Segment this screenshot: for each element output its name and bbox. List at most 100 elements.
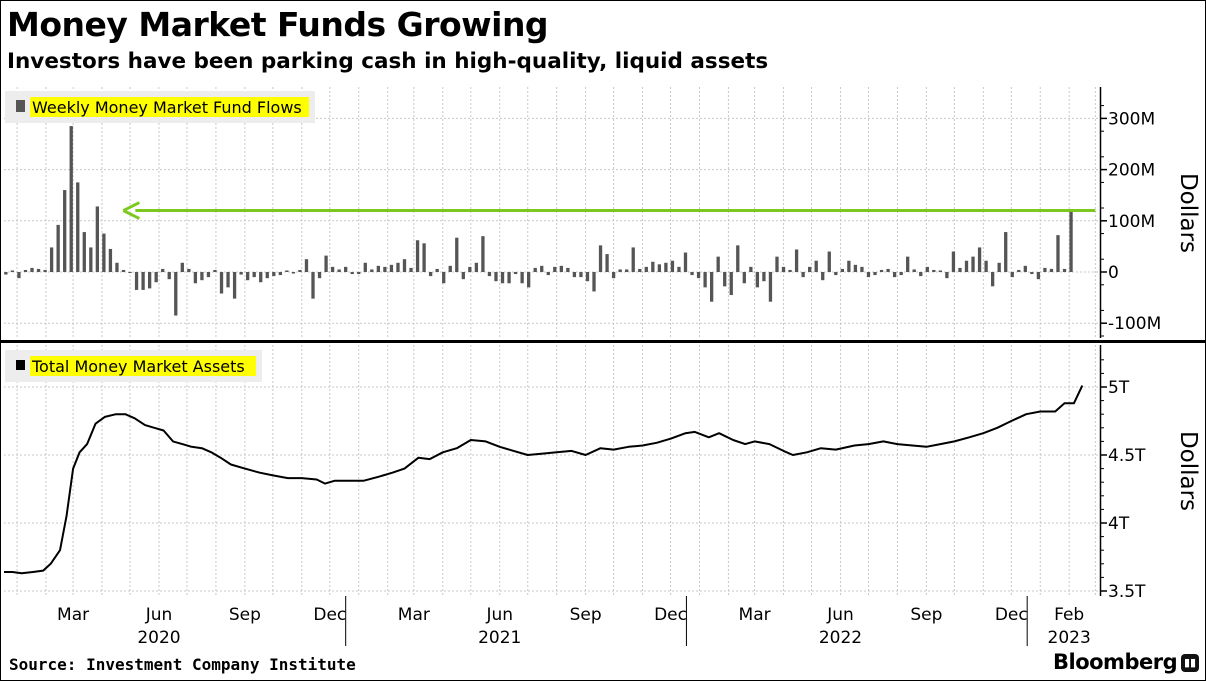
bar bbox=[566, 267, 570, 272]
bar bbox=[546, 272, 550, 276]
bar bbox=[775, 256, 779, 272]
bar bbox=[30, 267, 34, 272]
bar bbox=[63, 190, 67, 272]
bar bbox=[853, 264, 858, 272]
x-tick-label: Jun bbox=[485, 605, 513, 625]
bar bbox=[102, 233, 106, 272]
bar bbox=[572, 272, 577, 278]
bar bbox=[95, 206, 100, 272]
bar bbox=[723, 272, 727, 287]
arrow-head bbox=[122, 201, 141, 220]
bar bbox=[860, 266, 864, 272]
bar bbox=[507, 272, 511, 284]
bar bbox=[892, 272, 897, 278]
y-axis-title: Dollars bbox=[1175, 431, 1201, 511]
bar bbox=[409, 267, 413, 272]
chart-title: Money Market Funds Growing bbox=[7, 5, 549, 44]
bar bbox=[23, 269, 28, 272]
bar bbox=[1043, 267, 1047, 272]
y-tick-label: 0 bbox=[1108, 263, 1119, 283]
bar bbox=[755, 272, 760, 288]
bar bbox=[794, 249, 799, 272]
bar bbox=[866, 272, 871, 278]
bar bbox=[17, 272, 21, 279]
bar bbox=[781, 266, 786, 272]
bar bbox=[729, 272, 733, 296]
bar bbox=[226, 272, 230, 288]
bar bbox=[246, 272, 250, 281]
bar bbox=[147, 272, 152, 289]
bar bbox=[115, 262, 119, 272]
bar bbox=[788, 269, 792, 272]
bar bbox=[625, 269, 629, 272]
bar bbox=[919, 272, 923, 277]
x-tick-label: Dec bbox=[313, 605, 346, 625]
bar bbox=[376, 265, 381, 272]
bar bbox=[304, 259, 309, 272]
bar bbox=[984, 260, 988, 272]
bar bbox=[932, 269, 936, 272]
bar bbox=[1023, 265, 1027, 272]
bar bbox=[500, 272, 505, 284]
bar bbox=[428, 272, 433, 277]
bar bbox=[481, 236, 485, 272]
x-tick-label: Sep bbox=[910, 605, 942, 625]
y-tick-label: 4.5T bbox=[1108, 446, 1146, 466]
bar bbox=[272, 272, 276, 277]
legend-swatch bbox=[16, 360, 25, 370]
bar bbox=[174, 272, 178, 316]
bar bbox=[494, 272, 498, 282]
bar bbox=[814, 260, 818, 272]
bar bbox=[1049, 268, 1054, 272]
bar bbox=[611, 272, 616, 279]
legend-highlight bbox=[30, 356, 256, 376]
bar bbox=[154, 272, 158, 283]
bar bbox=[925, 266, 929, 272]
bar bbox=[357, 272, 361, 275]
y-tick-label: -100M bbox=[1108, 314, 1161, 334]
bar bbox=[971, 256, 975, 272]
bar bbox=[76, 182, 80, 272]
bar bbox=[958, 267, 962, 272]
source-note: Source: Investment Company Institute bbox=[9, 655, 356, 674]
bar bbox=[827, 251, 831, 272]
bar bbox=[768, 272, 773, 302]
bar bbox=[291, 272, 296, 274]
legend-label: Weekly Money Market Fund Flows bbox=[32, 98, 302, 117]
bar bbox=[402, 259, 407, 272]
bar bbox=[206, 272, 211, 278]
chart-subtitle: Investors have been parking cash in high… bbox=[7, 49, 769, 74]
x-tick-label: Dec bbox=[995, 605, 1028, 625]
y-tick-label: 4T bbox=[1108, 514, 1130, 534]
bar bbox=[736, 245, 740, 272]
bar bbox=[847, 260, 851, 272]
bar bbox=[389, 264, 394, 272]
bar bbox=[945, 272, 949, 279]
bar bbox=[1017, 269, 1021, 272]
bar bbox=[4, 272, 8, 275]
bar bbox=[461, 272, 465, 280]
bar bbox=[1036, 272, 1041, 280]
bar bbox=[435, 268, 439, 272]
bar bbox=[219, 272, 224, 294]
bar bbox=[533, 267, 537, 272]
bar bbox=[442, 272, 446, 284]
x-tick-label: Jun bbox=[145, 605, 173, 625]
bar bbox=[527, 272, 531, 288]
bar bbox=[422, 243, 426, 272]
bar bbox=[278, 272, 282, 276]
bar bbox=[1010, 272, 1014, 278]
bar bbox=[742, 272, 746, 284]
y-axis-title: Dollars bbox=[1175, 173, 1201, 253]
bar bbox=[69, 126, 73, 272]
bar bbox=[592, 272, 596, 292]
x-year-label: 2020 bbox=[137, 628, 180, 648]
bar bbox=[324, 255, 328, 272]
bar bbox=[121, 269, 126, 272]
bar bbox=[383, 266, 387, 272]
bar bbox=[638, 268, 642, 272]
bar bbox=[252, 272, 256, 278]
y-tick-label: 300M bbox=[1108, 109, 1155, 129]
legend-label: Total Money Market Assets bbox=[31, 357, 245, 376]
